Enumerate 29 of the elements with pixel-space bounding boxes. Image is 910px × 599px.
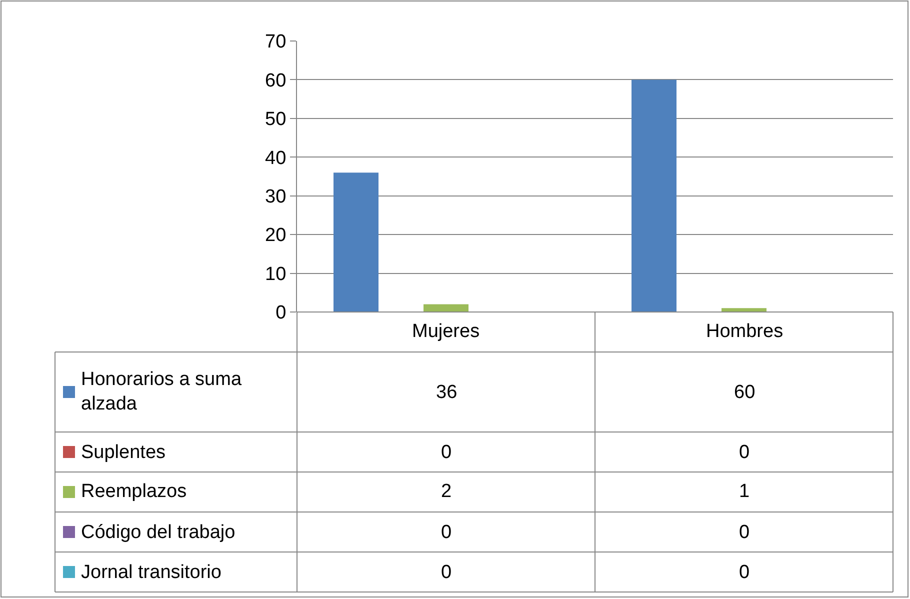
data-label: 0: [441, 522, 452, 543]
data-label: 0: [739, 442, 750, 463]
data-label: 0: [739, 562, 750, 583]
data-label: 0: [441, 562, 452, 583]
legend-label: Reemplazos: [81, 481, 187, 502]
legend-label: Honorarios a suma alzada: [81, 369, 242, 415]
data-label: 0: [739, 522, 750, 543]
y-tick-label: 40: [265, 148, 286, 169]
bar: [424, 304, 468, 312]
y-tick-label: 60: [265, 70, 286, 92]
x-tick-label: Hombres: [706, 321, 784, 342]
legend-label: Código del trabajo: [81, 522, 236, 543]
y-tick-label: 70: [265, 32, 286, 53]
y-tick-label: 10: [265, 264, 286, 285]
data-label: 36: [436, 382, 458, 403]
data-label: 1: [739, 481, 750, 502]
legend-label: Suplentes: [81, 442, 166, 463]
data-label: 0: [441, 442, 452, 463]
y-tick-label: 30: [265, 186, 286, 208]
y-tick-label: 0: [276, 302, 286, 324]
x-tick-label: Mujeres: [412, 321, 480, 342]
legend-label: Jornal transitorio: [81, 562, 222, 583]
data-label: 2: [441, 481, 452, 502]
y-tick-label: 20: [265, 225, 286, 246]
data-label: 60: [734, 382, 756, 403]
y-tick-label: 50: [265, 109, 286, 130]
bar: [632, 80, 676, 312]
bar: [334, 172, 378, 312]
bar: [722, 308, 766, 312]
